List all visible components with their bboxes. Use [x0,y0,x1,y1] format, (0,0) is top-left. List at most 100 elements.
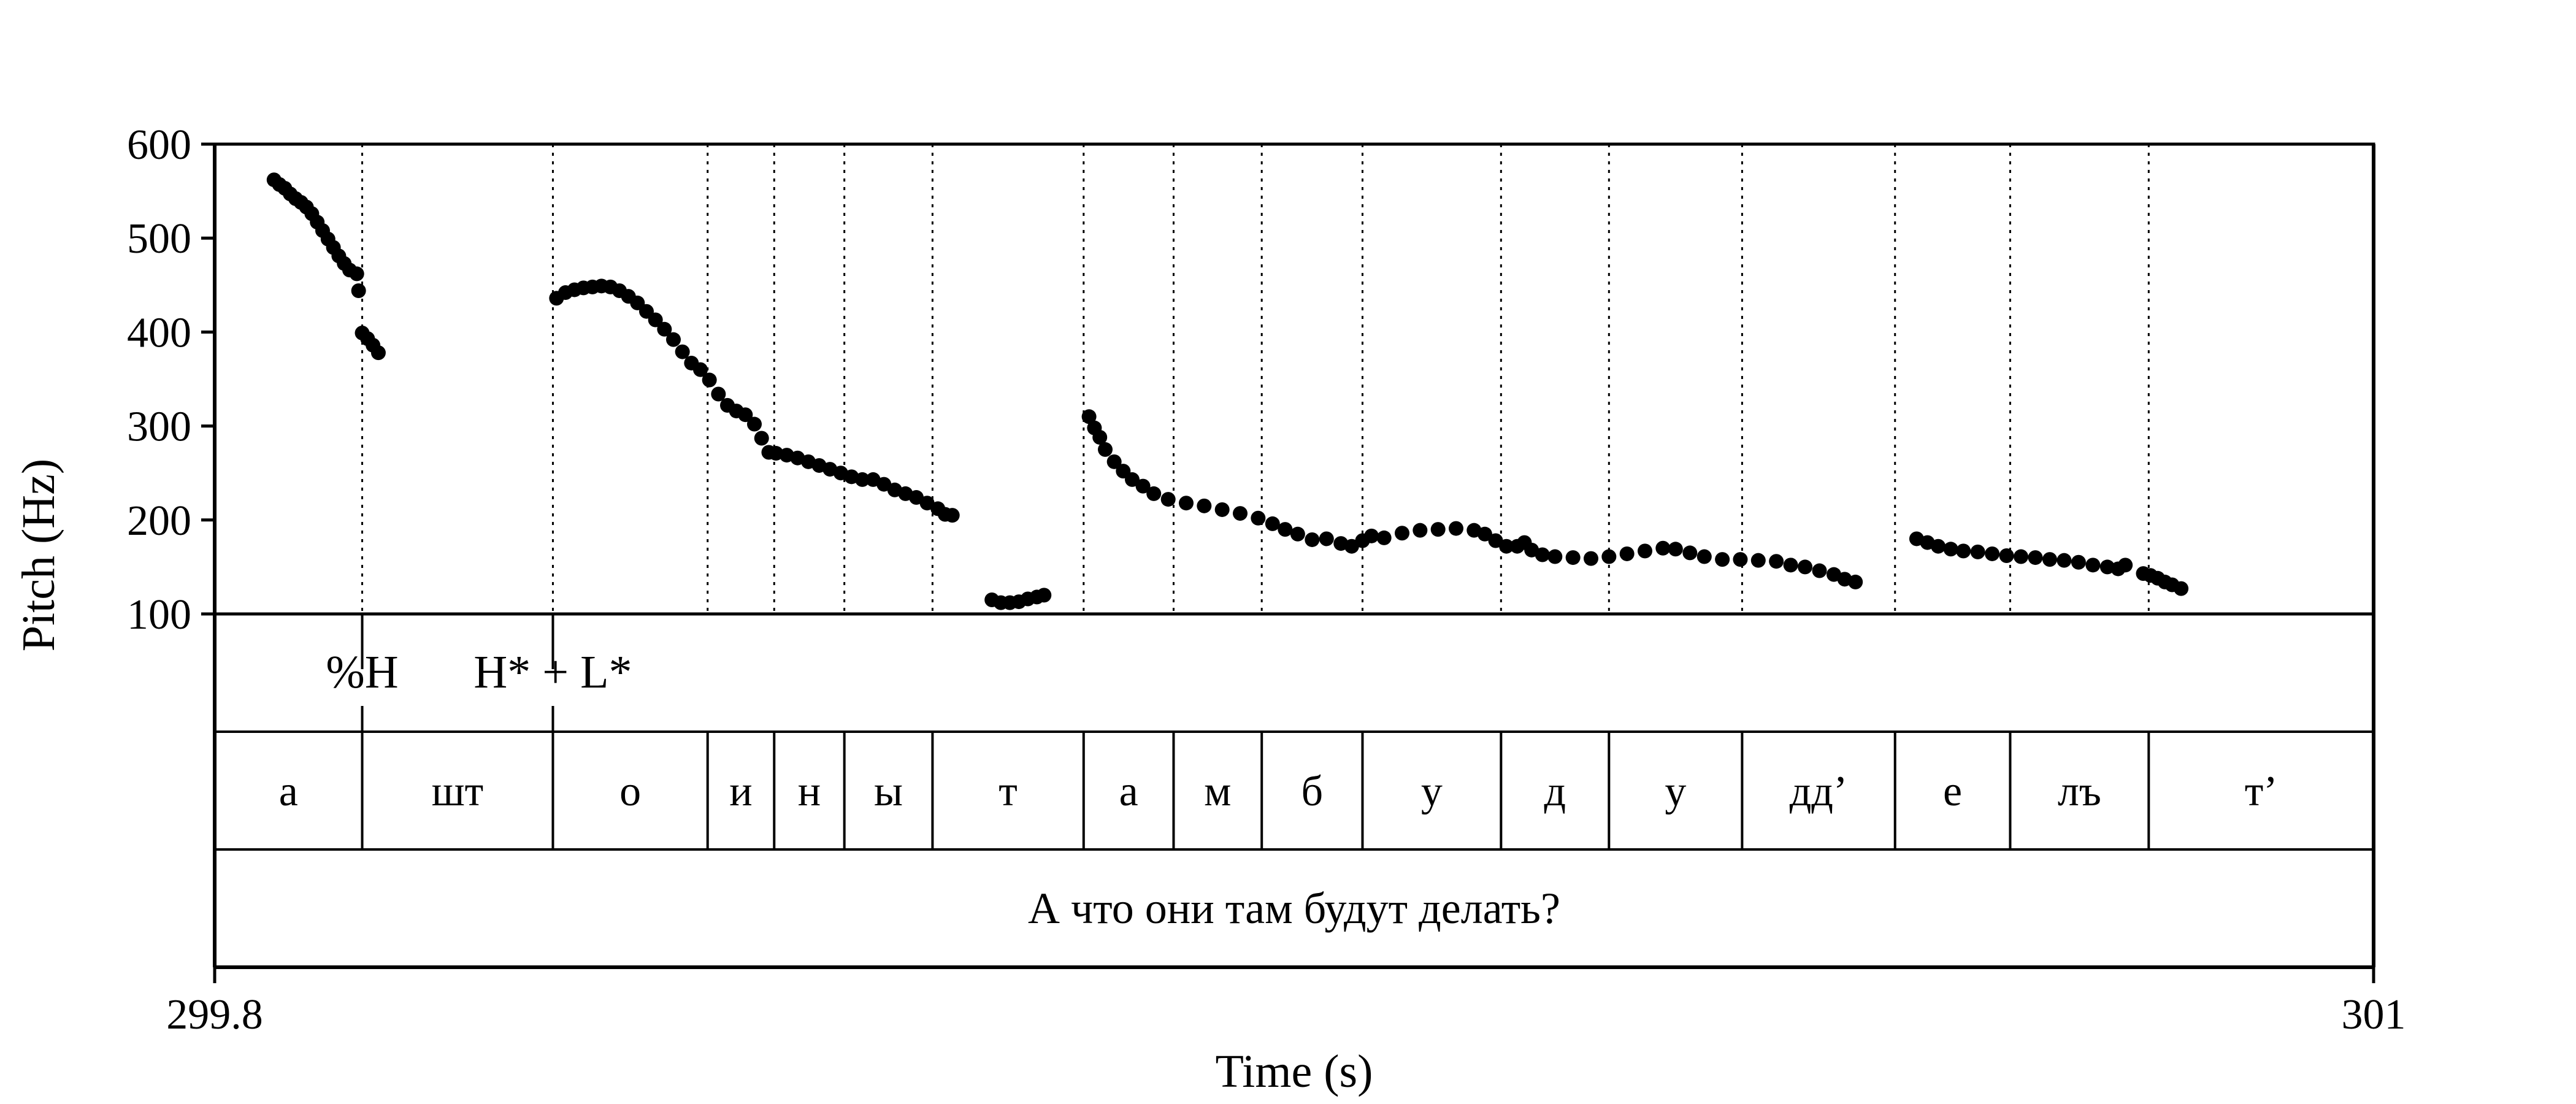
y-tick-label: 400 [127,309,191,356]
segment-label: и [729,768,752,815]
pitch-point [747,416,762,432]
segment-label: у [1665,768,1686,815]
pitch-points [266,172,2189,610]
pitch-point [1135,478,1151,494]
pitch-point [1535,547,1550,562]
pitch-point [754,431,769,446]
pitch-point [1488,533,1503,548]
segment-label: м [1204,768,1231,815]
pitch-point [1733,552,1748,567]
pitch-point [1160,492,1176,507]
pitch-point [1364,528,1379,543]
pitch-point [1290,526,1305,542]
segment-label: н [798,768,821,815]
pitch-point [738,407,753,423]
pitch-point [1265,516,1280,531]
pitch-point [1098,442,1113,457]
pitch-point [2057,553,2072,568]
segment-label: а [1119,768,1138,815]
pitch-point [1943,542,1958,557]
pitch-point [2028,550,2043,565]
pitch-point [1956,543,1971,559]
pitch-point [675,344,690,359]
pitch-point [1305,532,1320,547]
segment-label: о [619,768,641,815]
y-tick-label: 100 [127,591,191,638]
segment-tier-frame [213,730,2375,851]
pitch-point [1970,544,1985,559]
pitch-point [855,472,870,487]
pitch-point [1668,542,1683,557]
tone-label: H* + L* [473,646,632,698]
pitch-point [351,283,366,298]
pitch-point [2118,558,2133,573]
pitch-point [2085,558,2101,573]
segment-label: у [1421,768,1443,815]
pitch-point [909,490,924,505]
pitch-point [1146,486,1162,501]
y-axis-title: Pitch (Hz) [13,459,64,651]
tone-label: %H [326,646,398,698]
segment-label: дд’ [1790,768,1848,815]
pitch-point [1547,549,1563,564]
pitch-point [1197,498,1212,513]
segment-label: б [1301,768,1324,815]
segment-label: е [1943,768,1962,815]
pitch-point [1278,522,1293,537]
pitch-point [702,372,717,388]
segment-label: а [279,768,298,815]
y-axis: 100 200 300 400 500 600 [127,121,215,638]
pitch-point [945,508,960,523]
segment-label: ы [874,768,903,815]
pitch-point [693,362,708,377]
pitch-point [1092,429,1108,445]
pitch-point [1783,558,1798,573]
pitch-point [1601,549,1617,564]
segment-label: шт [432,768,484,815]
pitch-point [666,332,681,347]
pitch-point [1395,526,1409,541]
pitch-point [1619,546,1635,561]
pitch-point [2014,549,2029,564]
sentence-tier: А что они там будут делать? [213,848,2375,968]
pitch-point [1081,409,1097,424]
y-tick-label: 300 [127,404,191,451]
pitch-point [1499,539,1514,554]
pitch-point [1251,510,1266,526]
tone-tier: %H H* + L* [213,613,2375,733]
pitch-point [2071,554,2086,570]
pitch-point [1565,550,1581,565]
pitch-point [1584,551,1598,566]
segment-boundary-lines [361,144,2150,614]
pitch-point [370,345,386,361]
pitch-point [1638,543,1652,559]
pitch-point [1682,545,1698,561]
pitch-point [1106,454,1122,469]
y-tick-label: 200 [127,497,191,545]
pitch-point [657,321,672,337]
x-tick-label: 301 [2342,991,2406,1038]
pitch-point [1233,506,1248,521]
y-tick-label: 500 [127,215,191,263]
pitch-point [919,496,935,511]
x-tick-label: 299.8 [166,991,263,1038]
pitch-point [1769,554,1784,569]
pitch-point [1750,553,1766,568]
pitch-plot-panel [213,142,2375,616]
segment-label: д [1544,768,1566,815]
x-axis-title: Time (s) [1216,1046,1373,1097]
pitch-point [1319,531,1334,546]
pitch-point [1214,502,1230,517]
pitch-point [1037,588,1052,603]
pitch-point [1715,552,1730,567]
pitch-point [1848,574,1863,589]
segment-label: т [999,768,1018,815]
pitch-point [1344,539,1359,554]
segment-label: т’ [2245,768,2278,815]
pitch-point [711,386,726,402]
pitch-plot-frame [213,142,2375,616]
pitch-point [1477,526,1492,542]
pitch-point [1999,548,2014,564]
pitch-point [1812,563,1827,578]
